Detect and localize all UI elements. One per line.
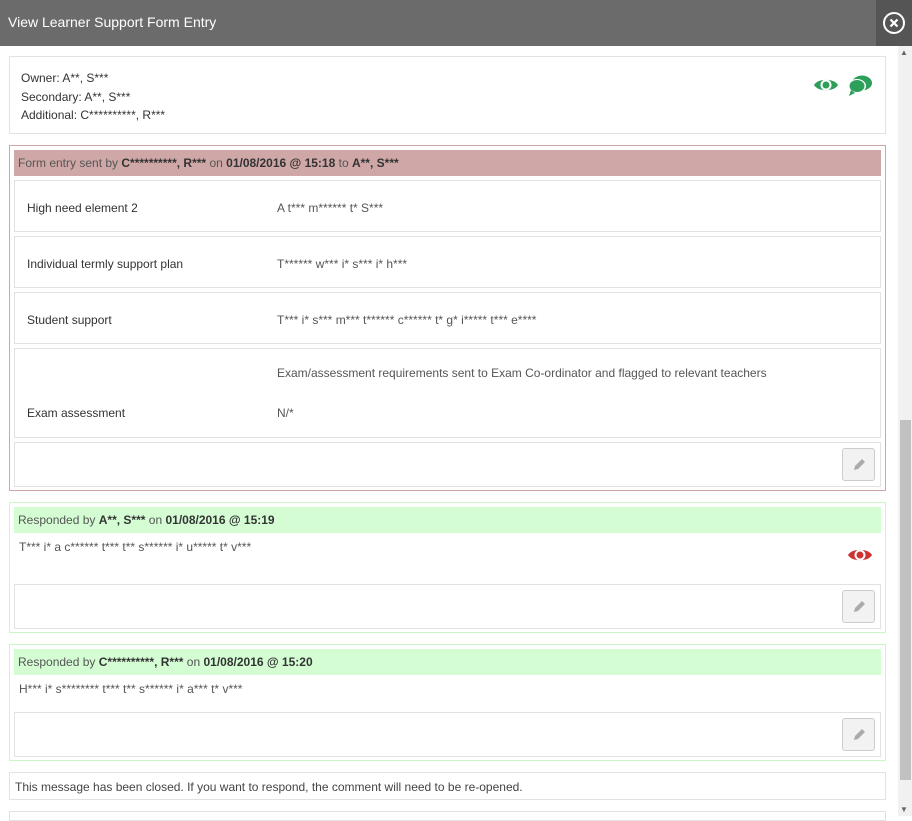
scroll-up-arrow-icon[interactable]: ▲: [900, 48, 908, 57]
form-row: High need element 2 A t*** m****** t* S*…: [14, 180, 881, 232]
reply-area: [14, 712, 881, 757]
header-text: to: [338, 156, 349, 170]
field-label: Exam assessment: [27, 406, 126, 420]
field-label: High need element 2: [27, 201, 138, 215]
response-datetime: 01/08/2016 @ 15:20: [203, 655, 313, 669]
additional-value: C**********, R***: [80, 108, 166, 122]
pencil-icon: [853, 458, 865, 470]
header-text: Responded by: [18, 513, 96, 527]
pencil-icon: [853, 600, 865, 612]
secondary-value: A**, S***: [84, 89, 131, 104]
close-button[interactable]: [876, 0, 912, 46]
edit-button[interactable]: [842, 718, 875, 751]
comments-icon[interactable]: [847, 75, 873, 97]
sent-datetime: 01/08/2016 @ 15:18: [226, 156, 336, 170]
response-header: Responded by C**********, R*** on 01/08/…: [14, 649, 881, 675]
field-label: Student support: [27, 313, 112, 327]
eye-icon[interactable]: [847, 545, 873, 565]
dialog-title: View Learner Support Form Entry: [8, 14, 217, 30]
edit-button[interactable]: [842, 448, 875, 481]
edit-button[interactable]: [842, 590, 875, 623]
form-entry-header: Form entry sent by C**********, R*** on …: [14, 150, 881, 176]
dialog-header: View Learner Support Form Entry: [0, 0, 912, 46]
secondary-label: Secondary:: [21, 89, 82, 104]
header-text: on: [148, 513, 163, 527]
form-row: Student support T*** i* s*** m*** t*****…: [14, 292, 881, 344]
close-icon: [883, 12, 905, 34]
field-value: N/*: [277, 406, 294, 420]
footer-panel: [9, 811, 886, 821]
header-text: on: [186, 655, 201, 669]
author: C**********, R***: [98, 655, 184, 669]
reply-area: [14, 584, 881, 629]
sender: C**********, R***: [121, 156, 207, 170]
header-text: on: [209, 156, 223, 170]
field-value: T****** w*** i* s*** i* h***: [277, 257, 408, 271]
scroll-down-arrow-icon[interactable]: ▼: [900, 805, 908, 814]
recipient: A**, S***: [351, 156, 399, 170]
form-row: Individual termly support plan T****** w…: [14, 236, 881, 288]
owner-value: A**, S***: [62, 71, 109, 85]
response-text: T*** i* a c****** t*** t** s****** i* u*…: [19, 540, 252, 554]
closed-notice: This message has been closed. If you wan…: [9, 772, 886, 800]
owners-panel: Owner: A**, S*** Secondary: A**, S*** Ad…: [9, 56, 886, 134]
field-value: A t*** m****** t* S***: [277, 201, 384, 215]
response-text: H*** i* s******** t*** t** s****** i* a*…: [19, 682, 243, 696]
field-value: T*** i* s*** m*** t****** c****** t* g* …: [277, 313, 537, 327]
scrollbar-thumb[interactable]: [900, 420, 911, 780]
form-row: Exam assessment Exam/assessment requirem…: [14, 348, 881, 438]
closed-notice-text: This message has been closed. If you wan…: [15, 780, 523, 794]
response-datetime: 01/08/2016 @ 15:19: [165, 513, 275, 527]
response-panel: Responded by A**, S*** on 01/08/2016 @ 1…: [9, 502, 886, 633]
additional-label: Additional:: [21, 108, 78, 122]
pencil-icon: [853, 728, 865, 740]
eye-icon[interactable]: [813, 75, 839, 95]
field-value: Exam/assessment requirements sent to Exa…: [277, 366, 767, 380]
header-text: Responded by: [18, 655, 96, 669]
author: A**, S***: [98, 513, 146, 527]
response-panel: Responded by C**********, R*** on 01/08/…: [9, 644, 886, 761]
header-text: Form entry sent by: [18, 156, 119, 170]
form-entry-panel: Form entry sent by C**********, R*** on …: [9, 145, 886, 491]
reply-area: [14, 442, 881, 487]
response-header: Responded by A**, S*** on 01/08/2016 @ 1…: [14, 507, 881, 533]
owner-label: Owner:: [21, 71, 60, 85]
field-label: Individual termly support plan: [27, 257, 184, 271]
